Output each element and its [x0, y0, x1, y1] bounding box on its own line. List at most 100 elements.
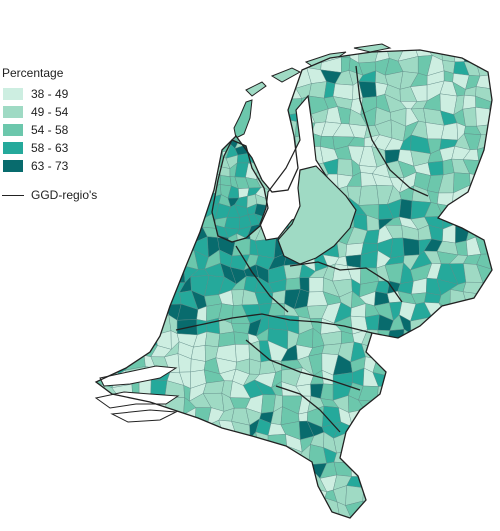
municipality: [216, 445, 236, 463]
municipality: [465, 483, 481, 505]
municipality: [119, 276, 132, 298]
legend-class-2: 49 - 54: [2, 103, 152, 121]
municipality: [462, 392, 485, 411]
municipality: [215, 485, 237, 505]
municipality: [376, 343, 392, 360]
municipality: [271, 483, 286, 505]
municipality: [156, 237, 170, 259]
municipality: [142, 432, 158, 453]
municipality: [246, 144, 261, 154]
municipality: [182, 201, 194, 220]
municipality: [96, 321, 107, 337]
municipality: [399, 381, 420, 395]
municipality: [489, 100, 492, 110]
municipality: [481, 175, 490, 193]
municipality: [137, 516, 153, 518]
municipality: [465, 476, 484, 492]
municipality: [385, 497, 405, 517]
municipality: [215, 106, 233, 124]
municipality: [462, 370, 483, 386]
municipality: [488, 159, 492, 180]
wadden-island: [233, 99, 253, 139]
municipality: [449, 446, 470, 463]
municipality: [385, 366, 405, 387]
municipality: [308, 81, 327, 99]
municipality: [96, 461, 104, 479]
municipality: [265, 158, 268, 168]
municipality: [464, 204, 483, 217]
municipality: [233, 331, 250, 345]
municipality: [496, 419, 500, 437]
municipality: [217, 60, 238, 75]
municipality: [462, 291, 484, 311]
municipality: [427, 393, 446, 414]
municipality: [411, 511, 425, 518]
municipality: [140, 470, 160, 489]
municipality: [153, 96, 171, 113]
municipality: [451, 473, 469, 492]
municipality: [482, 282, 492, 295]
municipality: [163, 499, 182, 517]
municipality: [115, 483, 129, 505]
municipality: [425, 353, 440, 371]
municipality: [114, 290, 129, 307]
municipality: [96, 224, 107, 244]
municipality: [476, 448, 490, 466]
municipality: [102, 291, 120, 305]
municipality: [167, 243, 181, 259]
municipality: [491, 353, 492, 371]
municipality: [462, 406, 485, 428]
legend-swatch: [2, 87, 24, 101]
municipality: [124, 199, 142, 220]
municipality: [386, 343, 407, 357]
municipality: [362, 500, 378, 514]
municipality: [436, 393, 453, 414]
municipality: [425, 122, 445, 140]
municipality: [255, 431, 269, 454]
municipality: [488, 145, 492, 168]
municipality: [442, 327, 455, 349]
municipality: [102, 320, 115, 337]
municipality: [489, 318, 492, 337]
municipality: [260, 98, 270, 116]
municipality: [180, 509, 199, 518]
municipality: [377, 329, 391, 350]
municipality: [397, 410, 415, 427]
municipality: [177, 135, 196, 153]
municipality: [424, 343, 443, 362]
municipality: [152, 121, 168, 141]
municipality: [115, 460, 131, 480]
municipality: [477, 145, 492, 168]
municipality: [488, 435, 492, 453]
municipality: [151, 199, 173, 216]
municipality: [98, 448, 116, 463]
municipality: [194, 420, 208, 435]
municipality: [194, 67, 209, 82]
municipality: [271, 462, 288, 479]
legend-class-3: 54 - 58: [2, 121, 152, 139]
municipality: [479, 289, 492, 311]
municipality: [268, 85, 283, 100]
municipality: [209, 132, 223, 153]
municipality: [127, 276, 144, 293]
municipality: [99, 460, 117, 480]
municipality: [402, 237, 420, 256]
municipality: [453, 327, 471, 349]
municipality: [462, 107, 477, 127]
municipality: [96, 281, 107, 292]
municipality: [128, 218, 146, 229]
municipality: [376, 423, 392, 441]
municipality: [96, 50, 107, 57]
municipality: [177, 230, 198, 244]
municipality: [166, 171, 186, 193]
municipality: [398, 198, 413, 220]
municipality: [401, 484, 420, 501]
municipality: [244, 59, 262, 76]
municipality: [191, 431, 208, 452]
municipality: [255, 113, 269, 126]
municipality: [127, 226, 146, 244]
municipality: [205, 474, 221, 489]
municipality: [126, 262, 144, 283]
flevoland: [277, 165, 357, 265]
